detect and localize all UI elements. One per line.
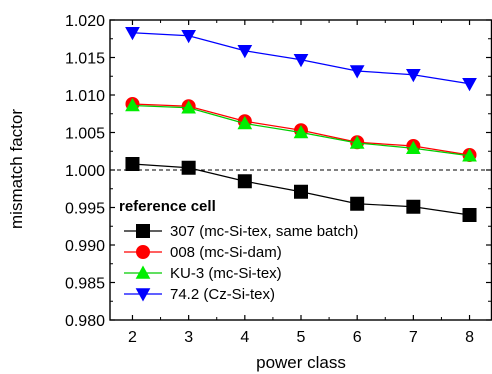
- data-point: [349, 65, 365, 79]
- data-point: [181, 30, 196, 44]
- legend-swatch-marker: [136, 224, 150, 238]
- data-point: [237, 45, 253, 59]
- data-point: [125, 27, 140, 41]
- series-0: [125, 157, 477, 222]
- data-point: [293, 54, 309, 68]
- x-tick-label: 5: [297, 329, 306, 346]
- series-3: [125, 27, 477, 92]
- y-tick-label: 1.020: [65, 13, 105, 30]
- legend-label: 307 (mc-Si-tex, same batch): [170, 223, 358, 240]
- x-tick-label: 7: [409, 329, 418, 346]
- data-point: [237, 174, 252, 189]
- series-2: [125, 97, 477, 162]
- x-tick-label: 4: [240, 329, 249, 346]
- x-tick-label: 8: [465, 329, 474, 346]
- x-tick-label: 6: [353, 329, 362, 346]
- data-point: [462, 148, 477, 162]
- legend-label: 008 (mc-Si-dam): [170, 244, 282, 261]
- x-tick-label: 3: [184, 329, 193, 346]
- data-point: [294, 184, 308, 199]
- x-tick-label: 2: [128, 329, 137, 346]
- data-point: [406, 140, 421, 154]
- x-axis-label: power class: [256, 353, 346, 372]
- y-tick-label: 0.990: [65, 238, 105, 255]
- y-tick-label: 1.005: [65, 126, 105, 143]
- legend-swatch-marker: [135, 288, 151, 302]
- data-point: [293, 124, 309, 139]
- data-point: [350, 196, 365, 211]
- legend-title: reference cell: [119, 198, 216, 215]
- data-point: [181, 100, 196, 114]
- legend-label: 74.2 (Cz-Si-tex): [170, 286, 275, 303]
- y-tick-label: 1.015: [65, 51, 105, 68]
- data-point: [462, 78, 477, 92]
- y-axis-label: mismatch factor: [7, 109, 26, 229]
- data-point: [237, 115, 253, 130]
- y-tick-label: 0.995: [65, 201, 105, 218]
- data-point: [181, 160, 196, 175]
- data-point: [406, 69, 421, 83]
- data-point: [406, 199, 421, 214]
- y-tick-label: 1.000: [65, 163, 105, 180]
- y-tick-label: 1.010: [65, 88, 105, 105]
- legend-swatch-marker: [135, 265, 151, 279]
- data-point: [125, 157, 140, 171]
- y-tick-label: 0.980: [65, 313, 105, 330]
- legend-swatch-marker: [136, 245, 150, 259]
- data-point: [462, 208, 477, 222]
- data-point: [125, 97, 140, 112]
- y-tick-label: 0.985: [65, 276, 105, 293]
- data-point: [349, 135, 365, 149]
- legend-label: KU-3 (mc-Si-tex): [170, 265, 282, 282]
